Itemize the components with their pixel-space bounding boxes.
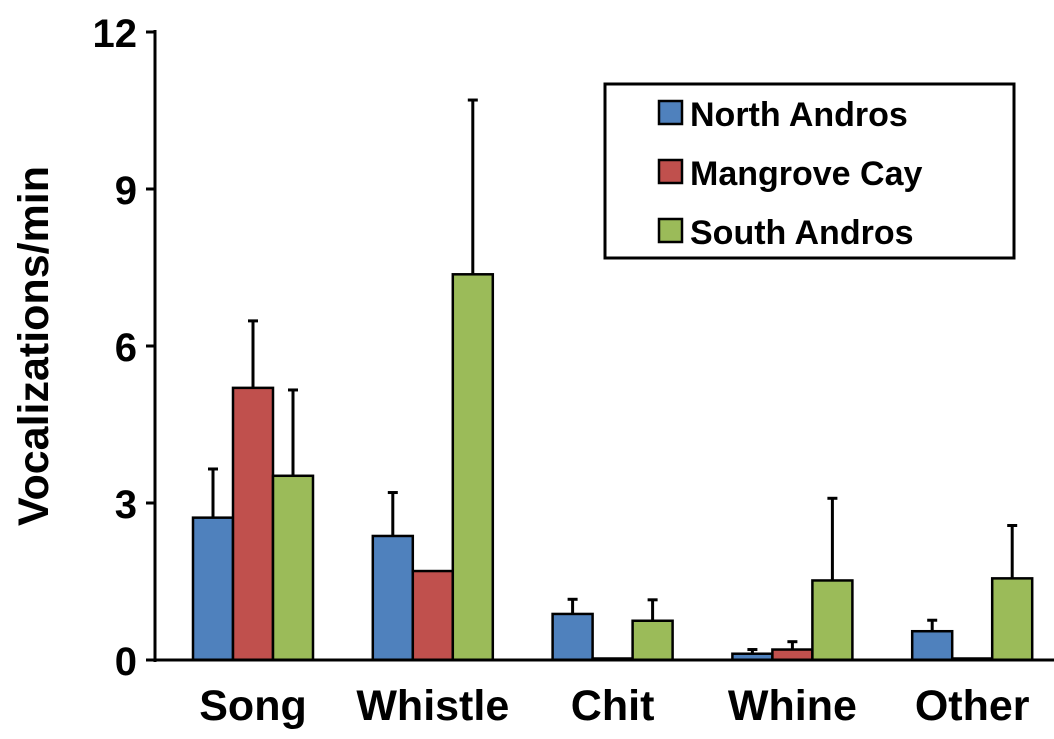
legend-swatch xyxy=(657,217,684,244)
y-tick-label: 0 xyxy=(115,640,137,684)
bar xyxy=(451,273,495,662)
x-tick-label: Chit xyxy=(571,682,655,730)
bar xyxy=(990,577,1034,662)
y-tick-label: 3 xyxy=(115,483,137,527)
legend-swatch xyxy=(657,99,684,126)
legend: North Andros Mangrove Cay South Andros xyxy=(603,82,1016,260)
x-tick-labels: Song Whistle Chit Whine Other xyxy=(199,682,1030,730)
y-axis-title-group: Vocalizations/min xyxy=(10,166,58,526)
legend-label: North Andros xyxy=(690,96,908,134)
bar xyxy=(271,474,315,662)
x-tick-label: Song xyxy=(199,682,306,730)
y-tick-labels: 0 3 6 9 12 xyxy=(93,12,138,684)
x-tick-label: Other xyxy=(915,682,1030,730)
bars-layer xyxy=(191,273,1034,662)
bar xyxy=(411,569,455,662)
legend-swatch xyxy=(657,158,684,185)
y-axis-title: Vocalizations/min xyxy=(10,166,58,526)
y-tick-label: 9 xyxy=(115,169,137,213)
legend-label: South Andros xyxy=(690,214,914,252)
bar xyxy=(631,619,674,662)
y-tick-label: 12 xyxy=(93,12,138,56)
bar xyxy=(191,516,235,662)
bar xyxy=(771,648,814,662)
y-tick-label: 6 xyxy=(115,326,137,370)
legend-label: Mangrove Cay xyxy=(690,155,922,193)
bar xyxy=(231,386,275,662)
bar xyxy=(371,534,415,662)
axes-layer xyxy=(146,30,1054,662)
bar xyxy=(910,629,954,662)
x-tick-label: Whine xyxy=(728,682,857,730)
error-bars-layer xyxy=(208,98,1018,654)
bar xyxy=(811,579,854,662)
x-tick-label: Whistle xyxy=(356,682,509,730)
bar xyxy=(551,612,594,662)
